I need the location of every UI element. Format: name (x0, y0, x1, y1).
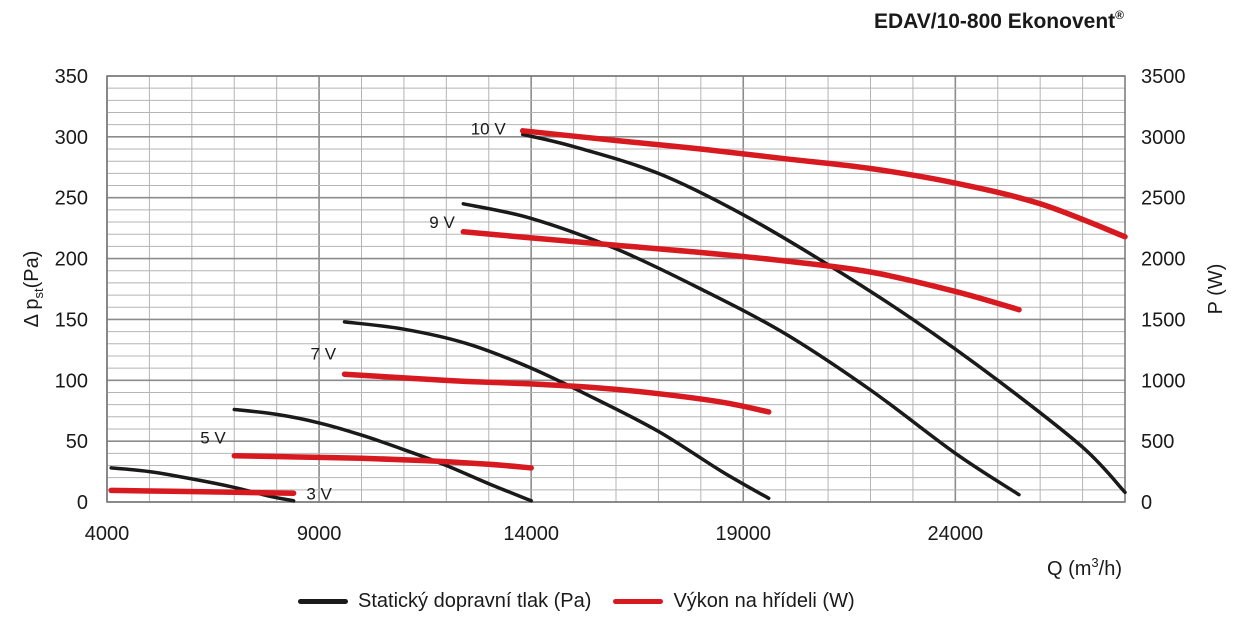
labels: 10 V 9 V 7 V 5 V 3 V (200, 119, 506, 503)
y2-tick-label: 500 (1141, 431, 1174, 453)
voltage-label: 9 V (429, 213, 455, 232)
y2-tick-label: 1000 (1141, 370, 1186, 392)
legend-item-power: Výkon na hřídeli (W) (613, 590, 855, 613)
power-curve-3v (108, 487, 297, 496)
voltage-label: 10 V (471, 119, 507, 138)
pressure-curve-7v (342, 320, 771, 501)
power-curve-7v (341, 371, 772, 415)
y-axis-label: Δ pst(Pa) (21, 251, 46, 328)
registered-mark: ® (1115, 8, 1124, 22)
y2-tick-label: 3000 (1141, 127, 1186, 149)
voltage-label: 5 V (200, 428, 226, 447)
y-tick-label: 50 (66, 431, 88, 453)
chart-title: EDAV/10-800 Ekonovent® (873, 8, 1124, 33)
y2-tick-label: 1500 (1141, 309, 1186, 331)
legend-label-power: Výkon na hřídeli (W) (673, 590, 855, 612)
y-tick-label: 150 (55, 309, 88, 331)
y-tick-label: 200 (55, 249, 88, 271)
y-tick-label: 350 (55, 66, 88, 88)
legend-item-pressure: Statický dopravní tlak (Pa) (298, 590, 591, 613)
axes: 4000 9000 14000 19000 24000 0 50 100 150 200 250 30… (21, 66, 1227, 580)
power-curve-9v (460, 229, 1022, 313)
y2-axis-label: P (W) (1205, 264, 1227, 315)
x-tick-label: 24000 (928, 523, 984, 545)
y-tick-label: 0 (77, 492, 88, 514)
x-tick-label: 19000 (715, 523, 771, 545)
pressure-curve-5v (232, 407, 533, 503)
y-tick-label: 300 (55, 127, 88, 149)
power-curve-10v (519, 128, 1128, 240)
x-axis-label: Q (m3/h) (1047, 555, 1122, 580)
legend-label-pressure: Statický dopravní tlak (Pa) (358, 590, 592, 612)
y-tick-label: 100 (55, 370, 88, 392)
x-tick-label: 14000 (503, 523, 559, 545)
legend: Statický dopravní tlak (Pa) Výkon na hří… (298, 590, 877, 613)
voltage-label: 3 V (306, 484, 332, 503)
grid (106, 75, 1126, 503)
y2-tick-label: 3500 (1141, 66, 1186, 88)
y-tick-label: 250 (55, 188, 88, 210)
series (108, 128, 1128, 503)
x-tick-label: 9000 (297, 523, 342, 545)
plot-frame (106, 75, 1126, 503)
legend-swatch-pressure (298, 599, 348, 604)
y2-tick-label: 2000 (1141, 249, 1186, 271)
voltage-label: 7 V (311, 345, 337, 364)
y2-tick-label: 2500 (1141, 188, 1186, 210)
legend-swatch-power (613, 599, 664, 604)
pressure-curve-3v (109, 466, 296, 503)
pressure-curve-10v (520, 132, 1127, 495)
y2-tick-label: 0 (1141, 492, 1152, 514)
x-tick-label: 4000 (85, 523, 130, 545)
power-curve-5v (231, 452, 534, 471)
pressure-curve-9v (461, 202, 1021, 497)
